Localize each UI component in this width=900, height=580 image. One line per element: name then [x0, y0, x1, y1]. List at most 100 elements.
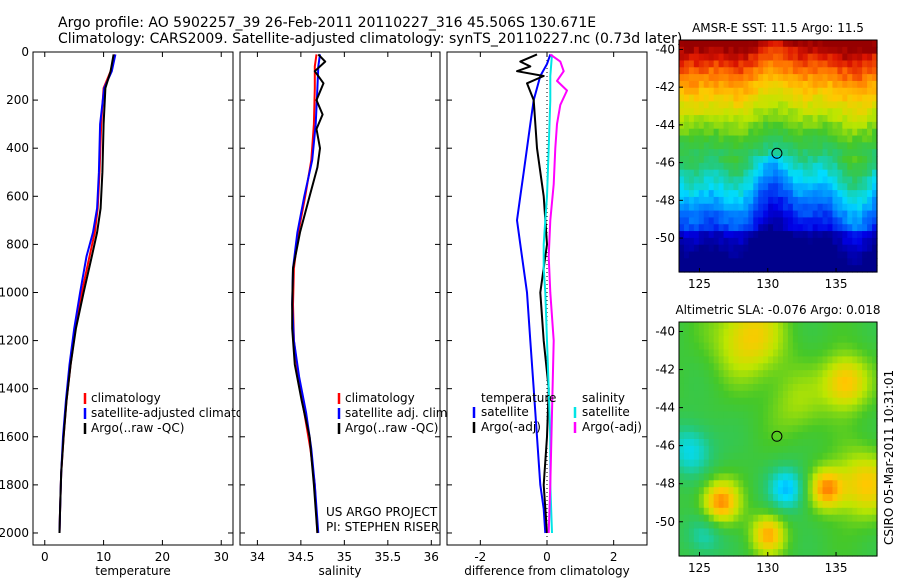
- sla-map-cell: [797, 383, 804, 392]
- sst-map-cell: [733, 115, 739, 123]
- sla-map-cell: [787, 528, 794, 536]
- sst-map-cell: [857, 121, 863, 130]
- sst-map-cell: [847, 190, 853, 198]
- sla-map-cell: [693, 542, 700, 550]
- sla-map-cell: [852, 452, 858, 461]
- sla-map-cell: [792, 466, 799, 475]
- sst-map-cell: [728, 101, 735, 109]
- sst-map-cell: [733, 53, 739, 62]
- sla-map-cell: [802, 377, 809, 385]
- sla-map-cell: [832, 397, 838, 406]
- sla-map-cell: [787, 383, 794, 392]
- sst-map-cell: [787, 217, 794, 225]
- sla-map-cell: [797, 322, 804, 330]
- sla-map-cell: [703, 349, 710, 358]
- sla-map-cell: [852, 514, 858, 523]
- sla-map-cell: [688, 500, 695, 509]
- sla-map-cell: [713, 445, 720, 454]
- sla-map-cell: [683, 452, 690, 461]
- sla-map-cell: [738, 383, 744, 392]
- sst-map-cell: [708, 142, 715, 150]
- sla-map-cell: [773, 363, 779, 371]
- sst-map-cell: [797, 217, 804, 225]
- sst-map-cell: [688, 94, 695, 103]
- sla-map-cell: [718, 397, 725, 406]
- sst-map-cell: [812, 176, 819, 184]
- sla-map-cell: [782, 480, 789, 488]
- sla-map-cell: [763, 514, 769, 523]
- sla-map-cell: [837, 432, 843, 440]
- sla-map-cell: [792, 514, 799, 523]
- sst-map-cell: [832, 74, 838, 82]
- sla-map-cell: [708, 445, 715, 454]
- sla-map-cell: [693, 349, 700, 358]
- sst-map-cell: [768, 135, 774, 143]
- sla-map-cell: [703, 542, 710, 550]
- sla-map-cell: [723, 473, 730, 481]
- sla-map-cell: [679, 487, 685, 495]
- sst-map-cell: [773, 149, 779, 157]
- sla-map-cell: [807, 383, 814, 392]
- sst-map-cell: [703, 224, 710, 232]
- sla-map-cell: [723, 411, 730, 419]
- sst-map-cell: [688, 210, 695, 219]
- sla-map-cell: [773, 335, 779, 344]
- sst-map-cell: [867, 196, 873, 205]
- sla-map-cell: [782, 466, 789, 475]
- sst-map-cell: [773, 183, 779, 191]
- sst-map-cell: [812, 258, 819, 266]
- sst-map-cell: [683, 231, 690, 239]
- sst-map-cell: [718, 40, 725, 48]
- sla-map-cell: [827, 335, 834, 344]
- sla-map-cell: [743, 377, 749, 385]
- sla-map-cell: [728, 370, 735, 378]
- sla-map-cell: [842, 377, 848, 385]
- sst-map-cell: [812, 115, 819, 123]
- sst-map-cell: [827, 258, 834, 266]
- sst-map-cell: [768, 156, 774, 164]
- sst-map-cell: [847, 40, 853, 48]
- sla-map-ytick-label: -40: [655, 325, 675, 339]
- sst-map-cell: [857, 94, 863, 103]
- sst-map-cell: [728, 162, 735, 171]
- sst-map-cell: [693, 74, 700, 82]
- sst-map-cell: [827, 237, 834, 246]
- sst-map-cell: [679, 46, 685, 55]
- sla-map-cell: [812, 349, 819, 358]
- sst-map-cell: [872, 142, 878, 150]
- sst-map-cell: [698, 203, 705, 212]
- sst-map-cell: [802, 237, 809, 246]
- sst-map-cell: [753, 210, 759, 219]
- sla-map-cell: [867, 432, 873, 440]
- sla-map-cell: [758, 445, 764, 454]
- sla-map-cell: [857, 459, 863, 468]
- sla-map-cell: [802, 418, 809, 426]
- sst-map-cell: [778, 224, 784, 232]
- sst-map-cell: [812, 142, 819, 150]
- sla-map-cell: [758, 473, 764, 481]
- sst-map-cell: [792, 94, 799, 103]
- sla-map-cell: [817, 432, 824, 440]
- sst-map-cell: [787, 53, 794, 62]
- sla-map-cell: [688, 459, 695, 468]
- sla-map-cell: [787, 425, 794, 433]
- sst-map-cell: [763, 108, 769, 116]
- sst-map-cell: [862, 94, 868, 103]
- sla-map-cell: [782, 370, 789, 378]
- sla-map-cell: [753, 500, 759, 509]
- sla-map-cell: [872, 342, 878, 351]
- sst-map-cell: [748, 135, 754, 143]
- sla-map-cell: [852, 356, 858, 364]
- sst-map-cell: [698, 94, 705, 103]
- sla-map-cell: [703, 335, 710, 344]
- sst-map-cell: [837, 258, 843, 266]
- sla-map-cell: [748, 342, 754, 351]
- sla-map-cell: [872, 494, 878, 502]
- sst-map-cell: [812, 128, 819, 137]
- sst-map-cell: [728, 251, 735, 259]
- sst-map-cell: [738, 162, 744, 171]
- sst-map-cell: [778, 115, 784, 123]
- sst-map-cell: [763, 237, 769, 246]
- sst-map-cell: [832, 149, 838, 157]
- sla-map-cell: [703, 390, 710, 399]
